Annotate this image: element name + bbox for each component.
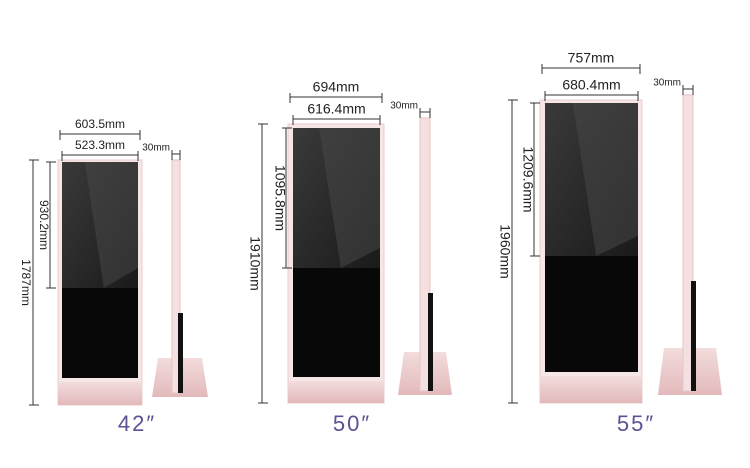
side-pole: [682, 94, 694, 392]
side-pole: [171, 159, 181, 394]
overall-width: 694mm: [313, 79, 360, 95]
kiosk-base: [288, 381, 384, 403]
screen-width: 523.3mm: [75, 138, 125, 152]
kiosk-base: [58, 382, 142, 405]
depth: 30mm: [653, 78, 681, 89]
overall-height: 1910mm: [247, 236, 263, 290]
overall-height: 1787mm: [19, 259, 33, 306]
screen-reflection: [84, 162, 138, 288]
screen-height: 1095.8mm: [272, 165, 288, 231]
side-back: [178, 313, 183, 393]
depth: 30mm: [390, 101, 418, 112]
screen-width: 616.4mm: [307, 101, 365, 117]
depth: 30mm: [142, 143, 170, 154]
side-back: [691, 281, 696, 391]
overall-width: 757mm: [568, 50, 615, 66]
side-back: [428, 293, 433, 391]
kiosk-base: [540, 376, 642, 403]
screen-height: 930.2mm: [37, 200, 51, 250]
screen-reflection: [319, 128, 380, 268]
size-label: 42″: [118, 411, 156, 436]
overall-height: 1960mm: [497, 224, 513, 278]
screen-width: 680.4mm: [562, 77, 620, 93]
overall-width: 603.5mm: [75, 117, 125, 131]
side-pole: [419, 117, 431, 392]
size-label: 55″: [617, 411, 655, 436]
screen-reflection: [572, 103, 638, 256]
size-label: 50″: [333, 411, 371, 436]
screen-height: 1209.6mm: [520, 146, 536, 212]
